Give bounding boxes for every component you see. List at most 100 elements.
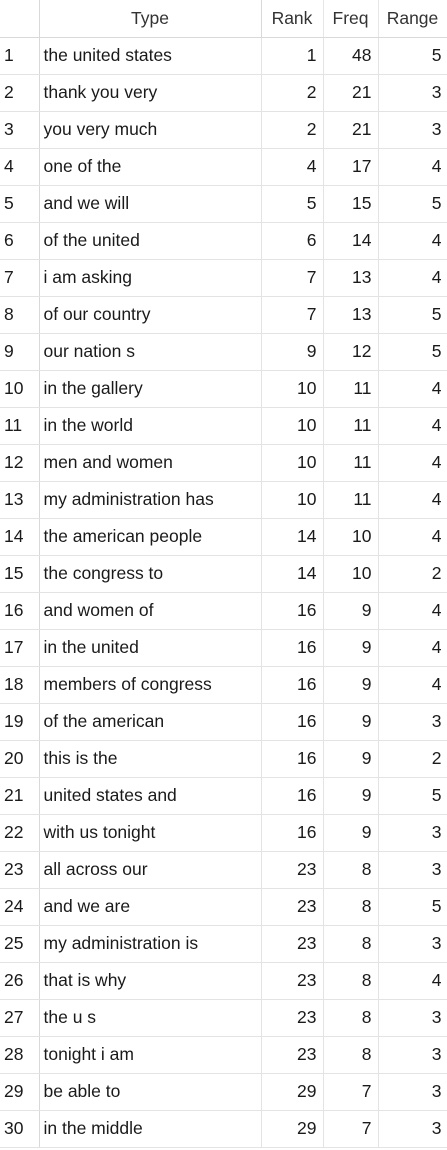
rank-cell[interactable]: 5 — [261, 185, 324, 223]
freq-cell[interactable]: 21 — [323, 74, 379, 112]
header-type[interactable]: Type — [39, 0, 262, 38]
range-cell[interactable]: 3 — [378, 851, 447, 889]
range-cell[interactable]: 4 — [378, 481, 447, 519]
type-cell[interactable]: that is why — [39, 962, 262, 1000]
row-index-cell[interactable]: 29 — [0, 1073, 40, 1111]
table-row[interactable]: 18 members of congress 16 9 4 — [0, 666, 447, 704]
row-index-cell[interactable]: 21 — [0, 777, 40, 815]
row-index-cell[interactable]: 19 — [0, 703, 40, 741]
type-cell[interactable]: in the middle — [39, 1110, 262, 1148]
table-row[interactable]: 14 the american people 14 10 4 — [0, 518, 447, 556]
type-cell[interactable]: the u s — [39, 999, 262, 1037]
range-cell[interactable]: 2 — [378, 740, 447, 778]
range-cell[interactable]: 4 — [378, 629, 447, 667]
rank-cell[interactable]: 23 — [261, 888, 324, 926]
row-index-cell[interactable]: 12 — [0, 444, 40, 482]
row-index-cell[interactable]: 14 — [0, 518, 40, 556]
type-cell[interactable]: tonight i am — [39, 1036, 262, 1074]
freq-cell[interactable]: 9 — [323, 814, 379, 852]
range-cell[interactable]: 4 — [378, 666, 447, 704]
table-row[interactable]: 9 our nation s 9 12 5 — [0, 333, 447, 371]
range-cell[interactable]: 3 — [378, 74, 447, 112]
table-row[interactable]: 27 the u s 23 8 3 — [0, 999, 447, 1037]
table-row[interactable]: 16 and women of 16 9 4 — [0, 592, 447, 630]
freq-cell[interactable]: 48 — [323, 37, 379, 75]
freq-cell[interactable]: 11 — [323, 370, 379, 408]
row-index-cell[interactable]: 6 — [0, 222, 40, 260]
row-index-cell[interactable]: 27 — [0, 999, 40, 1037]
freq-cell[interactable]: 21 — [323, 111, 379, 149]
row-index-cell[interactable]: 7 — [0, 259, 40, 297]
table-row[interactable]: 2 thank you very 2 21 3 — [0, 74, 447, 112]
range-cell[interactable]: 4 — [378, 444, 447, 482]
rank-cell[interactable]: 23 — [261, 999, 324, 1037]
rank-cell[interactable]: 7 — [261, 259, 324, 297]
table-row[interactable]: 4 one of the 4 17 4 — [0, 148, 447, 186]
table-row[interactable]: 23 all across our 23 8 3 — [0, 851, 447, 889]
type-cell[interactable]: i am asking — [39, 259, 262, 297]
table-row[interactable]: 13 my administration has 10 11 4 — [0, 481, 447, 519]
type-cell[interactable]: in the world — [39, 407, 262, 445]
type-cell[interactable]: members of congress — [39, 666, 262, 704]
table-row[interactable]: 5 and we will 5 15 5 — [0, 185, 447, 223]
freq-cell[interactable]: 13 — [323, 259, 379, 297]
type-cell[interactable]: our nation s — [39, 333, 262, 371]
range-cell[interactable]: 5 — [378, 777, 447, 815]
rank-cell[interactable]: 23 — [261, 851, 324, 889]
table-row[interactable]: 8 of our country 7 13 5 — [0, 296, 447, 334]
type-cell[interactable]: my administration has — [39, 481, 262, 519]
freq-cell[interactable]: 14 — [323, 222, 379, 260]
type-cell[interactable]: my administration is — [39, 925, 262, 963]
range-cell[interactable]: 4 — [378, 962, 447, 1000]
row-index-cell[interactable]: 18 — [0, 666, 40, 704]
freq-cell[interactable]: 13 — [323, 296, 379, 334]
row-index-cell[interactable]: 1 — [0, 37, 40, 75]
rank-cell[interactable]: 10 — [261, 407, 324, 445]
freq-cell[interactable]: 11 — [323, 481, 379, 519]
table-row[interactable]: 11 in the world 10 11 4 — [0, 407, 447, 445]
range-cell[interactable]: 5 — [378, 333, 447, 371]
rank-cell[interactable]: 1 — [261, 37, 324, 75]
type-cell[interactable]: of the american — [39, 703, 262, 741]
type-cell[interactable]: be able to — [39, 1073, 262, 1111]
table-row[interactable]: 25 my administration is 23 8 3 — [0, 925, 447, 963]
rank-cell[interactable]: 9 — [261, 333, 324, 371]
rank-cell[interactable]: 10 — [261, 444, 324, 482]
freq-cell[interactable]: 8 — [323, 851, 379, 889]
range-cell[interactable]: 3 — [378, 111, 447, 149]
type-cell[interactable]: the united states — [39, 37, 262, 75]
freq-cell[interactable]: 10 — [323, 555, 379, 593]
range-cell[interactable]: 5 — [378, 888, 447, 926]
freq-cell[interactable]: 9 — [323, 703, 379, 741]
rank-cell[interactable]: 10 — [261, 481, 324, 519]
rank-cell[interactable]: 16 — [261, 740, 324, 778]
type-cell[interactable]: the congress to — [39, 555, 262, 593]
row-index-cell[interactable]: 25 — [0, 925, 40, 963]
range-cell[interactable]: 2 — [378, 555, 447, 593]
type-cell[interactable]: the american people — [39, 518, 262, 556]
rank-cell[interactable]: 16 — [261, 814, 324, 852]
table-row[interactable]: 17 in the united 16 9 4 — [0, 629, 447, 667]
range-cell[interactable]: 4 — [378, 592, 447, 630]
range-cell[interactable]: 5 — [378, 37, 447, 75]
range-cell[interactable]: 5 — [378, 296, 447, 334]
rank-cell[interactable]: 16 — [261, 666, 324, 704]
type-cell[interactable]: in the gallery — [39, 370, 262, 408]
rank-cell[interactable]: 16 — [261, 777, 324, 815]
rank-cell[interactable]: 23 — [261, 925, 324, 963]
rank-cell[interactable]: 16 — [261, 592, 324, 630]
type-cell[interactable]: of our country — [39, 296, 262, 334]
rank-cell[interactable]: 14 — [261, 555, 324, 593]
table-row[interactable]: 21 united states and 16 9 5 — [0, 777, 447, 815]
row-index-cell[interactable]: 22 — [0, 814, 40, 852]
type-cell[interactable]: and we are — [39, 888, 262, 926]
rank-cell[interactable]: 14 — [261, 518, 324, 556]
rank-cell[interactable]: 23 — [261, 1036, 324, 1074]
row-index-cell[interactable]: 15 — [0, 555, 40, 593]
rank-cell[interactable]: 29 — [261, 1110, 324, 1148]
row-index-cell[interactable]: 3 — [0, 111, 40, 149]
row-index-cell[interactable]: 11 — [0, 407, 40, 445]
freq-cell[interactable]: 11 — [323, 407, 379, 445]
range-cell[interactable]: 3 — [378, 1036, 447, 1074]
